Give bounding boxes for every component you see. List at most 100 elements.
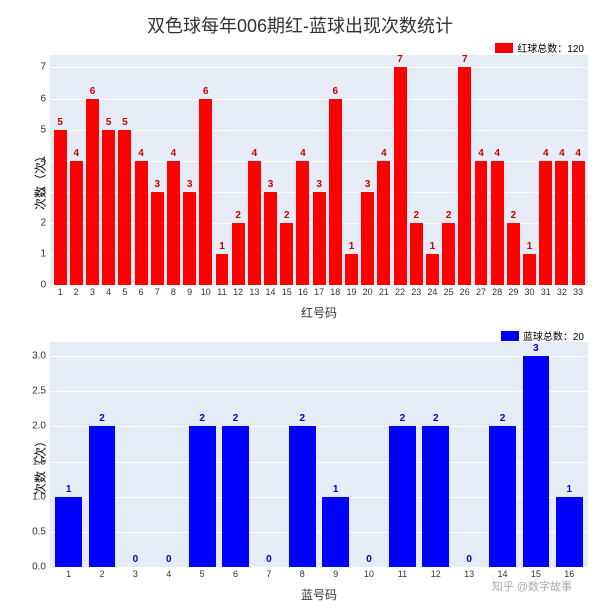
chart-container: 双色球每年006期红-蓝球出现次数统计 红球总数：120 次数（次） 01234… [0, 0, 600, 614]
bar-value-label: 3 [365, 179, 371, 190]
bar-value-label: 6 [203, 86, 209, 97]
bar-value-label: 2 [433, 413, 439, 424]
bar-wrap: 2 [505, 55, 521, 285]
x-tick-label: 8 [286, 567, 319, 587]
bar-wrap: 0 [352, 342, 385, 567]
bar-wrap: 5 [52, 55, 68, 285]
y-tick: 0.5 [32, 526, 46, 537]
x-tick-label: 1 [52, 285, 68, 305]
bar-value-label: 4 [478, 148, 484, 159]
bar-value-label: 6 [90, 86, 96, 97]
y-tick: 6 [40, 93, 46, 104]
x-tick-label: 2 [68, 285, 84, 305]
bar-wrap: 3 [519, 342, 552, 567]
bar-wrap: 6 [198, 55, 214, 285]
bar-value-label: 0 [366, 554, 372, 565]
bar-value-label: 2 [300, 413, 306, 424]
x-tick-label: 1 [52, 567, 85, 587]
bar-value-label: 0 [266, 554, 272, 565]
bar-value-label: 4 [494, 148, 500, 159]
bar: 4 [555, 161, 568, 285]
bar-value-label: 1 [430, 241, 436, 252]
bar-wrap: 1 [214, 55, 230, 285]
watermark: 知乎 @数字故事 [492, 578, 572, 594]
x-tick-label: 4 [152, 567, 185, 587]
bar-wrap: 4 [489, 55, 505, 285]
bar-wrap: 2 [441, 55, 457, 285]
bar-value-label: 3 [187, 179, 193, 190]
bar-wrap: 4 [376, 55, 392, 285]
bar: 2 [89, 426, 116, 567]
blue-chart: 次数（次） 0.00.51.01.52.02.53.0 120022021022… [50, 342, 588, 587]
red-legend-label: 红球总数：120 [517, 40, 584, 55]
y-tick: 0 [40, 280, 46, 291]
bar-wrap: 6 [327, 55, 343, 285]
bar-value-label: 4 [138, 148, 144, 159]
bar-value-label: 2 [413, 210, 419, 221]
bar-value-label: 1 [567, 484, 573, 495]
bar-value-label: 2 [233, 413, 239, 424]
bar-wrap: 5 [117, 55, 133, 285]
x-tick-label: 15 [279, 285, 295, 305]
bar-wrap: 1 [343, 55, 359, 285]
bar-wrap: 3 [182, 55, 198, 285]
bar-wrap: 0 [453, 342, 486, 567]
bar: 1 [556, 497, 583, 567]
x-tick-label: 6 [219, 567, 252, 587]
x-tick-label: 5 [117, 285, 133, 305]
x-tick-label: 9 [182, 285, 198, 305]
x-tick-label: 12 [419, 567, 452, 587]
bar-value-label: 2 [446, 210, 452, 221]
bar: 4 [377, 161, 390, 285]
bar-wrap: 2 [286, 342, 319, 567]
bar-value-label: 1 [219, 241, 225, 252]
bar-wrap: 5 [101, 55, 117, 285]
x-tick-label: 31 [538, 285, 554, 305]
red-legend: 红球总数：120 [495, 40, 584, 55]
bar-wrap: 6 [84, 55, 100, 285]
bar-value-label: 1 [527, 241, 533, 252]
x-tick-label: 2 [85, 567, 118, 587]
bar-wrap: 2 [230, 55, 246, 285]
bar-wrap: 1 [521, 55, 537, 285]
bar-value-label: 4 [252, 148, 258, 159]
x-tick-label: 10 [352, 567, 385, 587]
x-tick-label: 30 [521, 285, 537, 305]
bar: 3 [264, 192, 277, 285]
bar-wrap: 2 [408, 55, 424, 285]
bar-wrap: 3 [149, 55, 165, 285]
bar-value-label: 6 [333, 86, 339, 97]
bar: 4 [475, 161, 488, 285]
bar: 1 [216, 254, 229, 285]
blue-plot-area: 1200220210220231 [50, 342, 588, 567]
bar-wrap: 2 [419, 342, 452, 567]
red-x-title: 红号码 [50, 304, 588, 321]
bar-wrap: 2 [386, 342, 419, 567]
y-tick: 2.0 [32, 421, 46, 432]
x-tick-label: 13 [453, 567, 486, 587]
bar-value-label: 5 [57, 117, 63, 128]
x-tick-label: 3 [84, 285, 100, 305]
bar: 2 [442, 223, 455, 285]
bar-wrap: 2 [186, 342, 219, 567]
bar-wrap: 4 [68, 55, 84, 285]
bar-value-label: 5 [106, 117, 112, 128]
bar-value-label: 7 [397, 54, 403, 65]
bar: 3 [151, 192, 164, 285]
x-tick-label: 10 [198, 285, 214, 305]
bar: 3 [313, 192, 326, 285]
bar-value-label: 2 [400, 413, 406, 424]
bar-wrap: 7 [392, 55, 408, 285]
x-tick-label: 17 [311, 285, 327, 305]
bar-value-label: 1 [349, 241, 355, 252]
bar-value-label: 4 [543, 148, 549, 159]
bar-wrap: 3 [262, 55, 278, 285]
y-tick: 3.0 [32, 351, 46, 362]
bar: 2 [489, 426, 516, 567]
chart-title: 双色球每年006期红-蓝球出现次数统计 [0, 0, 600, 38]
bar-value-label: 3 [268, 179, 274, 190]
y-tick: 1.5 [32, 456, 46, 467]
blue-legend: 蓝球总数：20 [501, 328, 584, 343]
bar: 4 [296, 161, 309, 285]
bar-value-label: 3 [533, 343, 539, 354]
